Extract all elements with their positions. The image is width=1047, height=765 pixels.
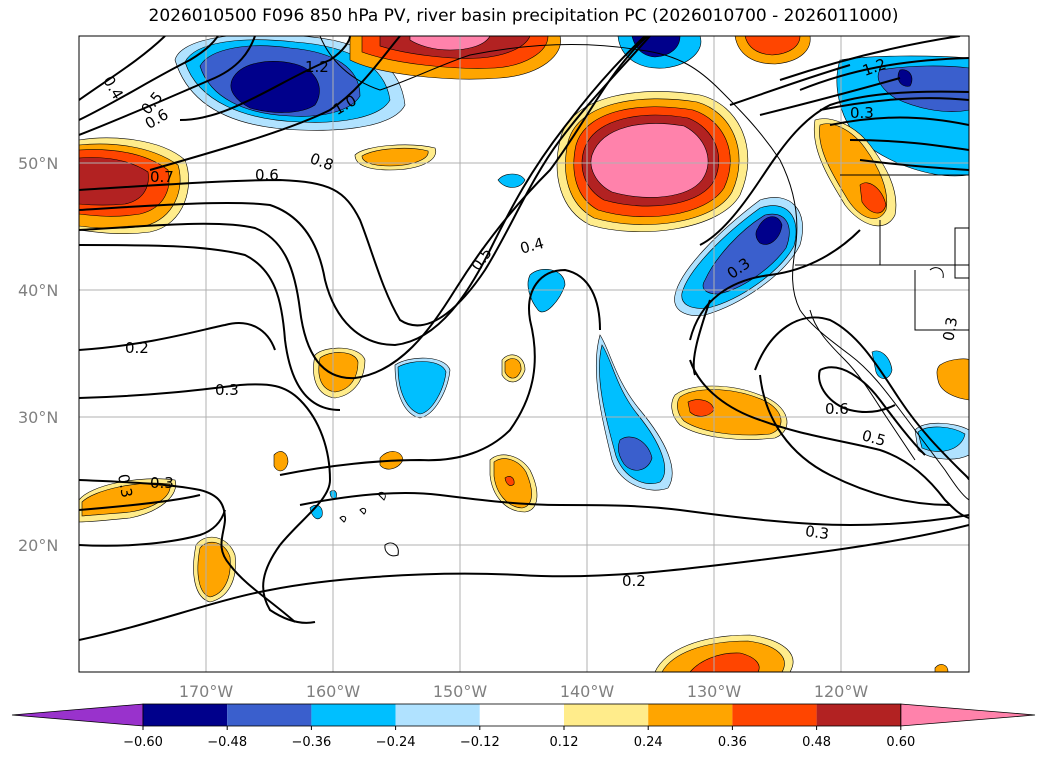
lat-label: 30°N: [18, 408, 58, 427]
contour-label: 0.4: [518, 234, 546, 258]
lon-label: 120°W: [814, 682, 869, 701]
lon-label: 140°W: [560, 682, 615, 701]
colorbar-frame: [142, 703, 902, 727]
map-frame: [78, 35, 970, 673]
lon-label: 130°W: [687, 682, 742, 701]
colorbar-arrow-left: [11, 703, 144, 727]
colorbar-tick-label: 0.48: [802, 735, 831, 750]
contour-label: 0.7: [150, 168, 174, 186]
colorbar-segment: [816, 704, 901, 726]
contour-label: 1.2: [305, 58, 329, 76]
colorbar-segment: [311, 704, 396, 726]
colorbar-tick-label: −0.36: [291, 735, 331, 750]
contour-label: 0.3: [804, 522, 830, 543]
contour-label: 0.2: [622, 572, 646, 590]
pv-contours: [79, 36, 969, 641]
colorbar-segment: [648, 704, 733, 726]
contour-label: 0.6: [825, 400, 849, 418]
colorbar-segment: [479, 704, 564, 726]
map-title: 2026010500 F096 850 hPa PV, river basin …: [148, 6, 899, 26]
longitude-labels: 170°W 160°W 150°W 140°W 130°W 120°W: [179, 682, 869, 701]
colorbar-tick-label: −0.48: [207, 735, 247, 750]
contour-label: 0.6: [255, 166, 279, 184]
colorbar-tick-label: 0.12: [550, 735, 579, 750]
graticule: [79, 36, 969, 672]
colorbar-segment: [564, 704, 649, 726]
contour-label: 0.3: [114, 473, 136, 500]
contour-label: 0.3: [939, 316, 961, 343]
lon-label: 150°W: [433, 682, 488, 701]
colorbar-tick-label: 0.60: [886, 735, 915, 750]
colorbar-segment: [395, 704, 480, 726]
colorbar-tick-label: −0.24: [376, 735, 416, 750]
hawaii-islands: [339, 491, 399, 557]
lat-label: 20°N: [18, 536, 58, 555]
colorbar-arrow-right: [900, 703, 1036, 727]
map-plot-area: 0.4 0.5 0.6 1.2 1.0 0.7 0.6 0.8 0.5 0.4 …: [79, 36, 969, 672]
lat-label: 40°N: [18, 281, 58, 300]
coastlines: [319, 36, 969, 501]
latitude-labels: 50°N 40°N 30°N 20°N: [18, 154, 58, 555]
lat-label: 50°N: [18, 154, 58, 173]
contour-label: 0.3: [215, 381, 239, 399]
lon-label: 170°W: [179, 682, 234, 701]
contour-label: 0.5: [860, 426, 888, 450]
colorbar: −0.60 −0.48 −0.36 −0.24 −0.12 0.12 0.24 0.36 0.4…: [11, 703, 1036, 750]
colorbar-tick-label: 0.36: [718, 735, 747, 750]
colorbar-segment: [227, 704, 312, 726]
contour-label: 0.2: [125, 339, 149, 357]
contour-label: 0.3: [850, 104, 874, 122]
colorbar-segment: [732, 704, 817, 726]
colorbar-tick-label: 0.24: [634, 735, 663, 750]
contour-label: 0.3: [150, 474, 174, 492]
colorbar-segment: [143, 704, 228, 726]
colorbar-tick-label: −0.12: [460, 735, 500, 750]
lon-label: 160°W: [306, 682, 361, 701]
colorbar-tick-label: −0.60: [123, 735, 163, 750]
